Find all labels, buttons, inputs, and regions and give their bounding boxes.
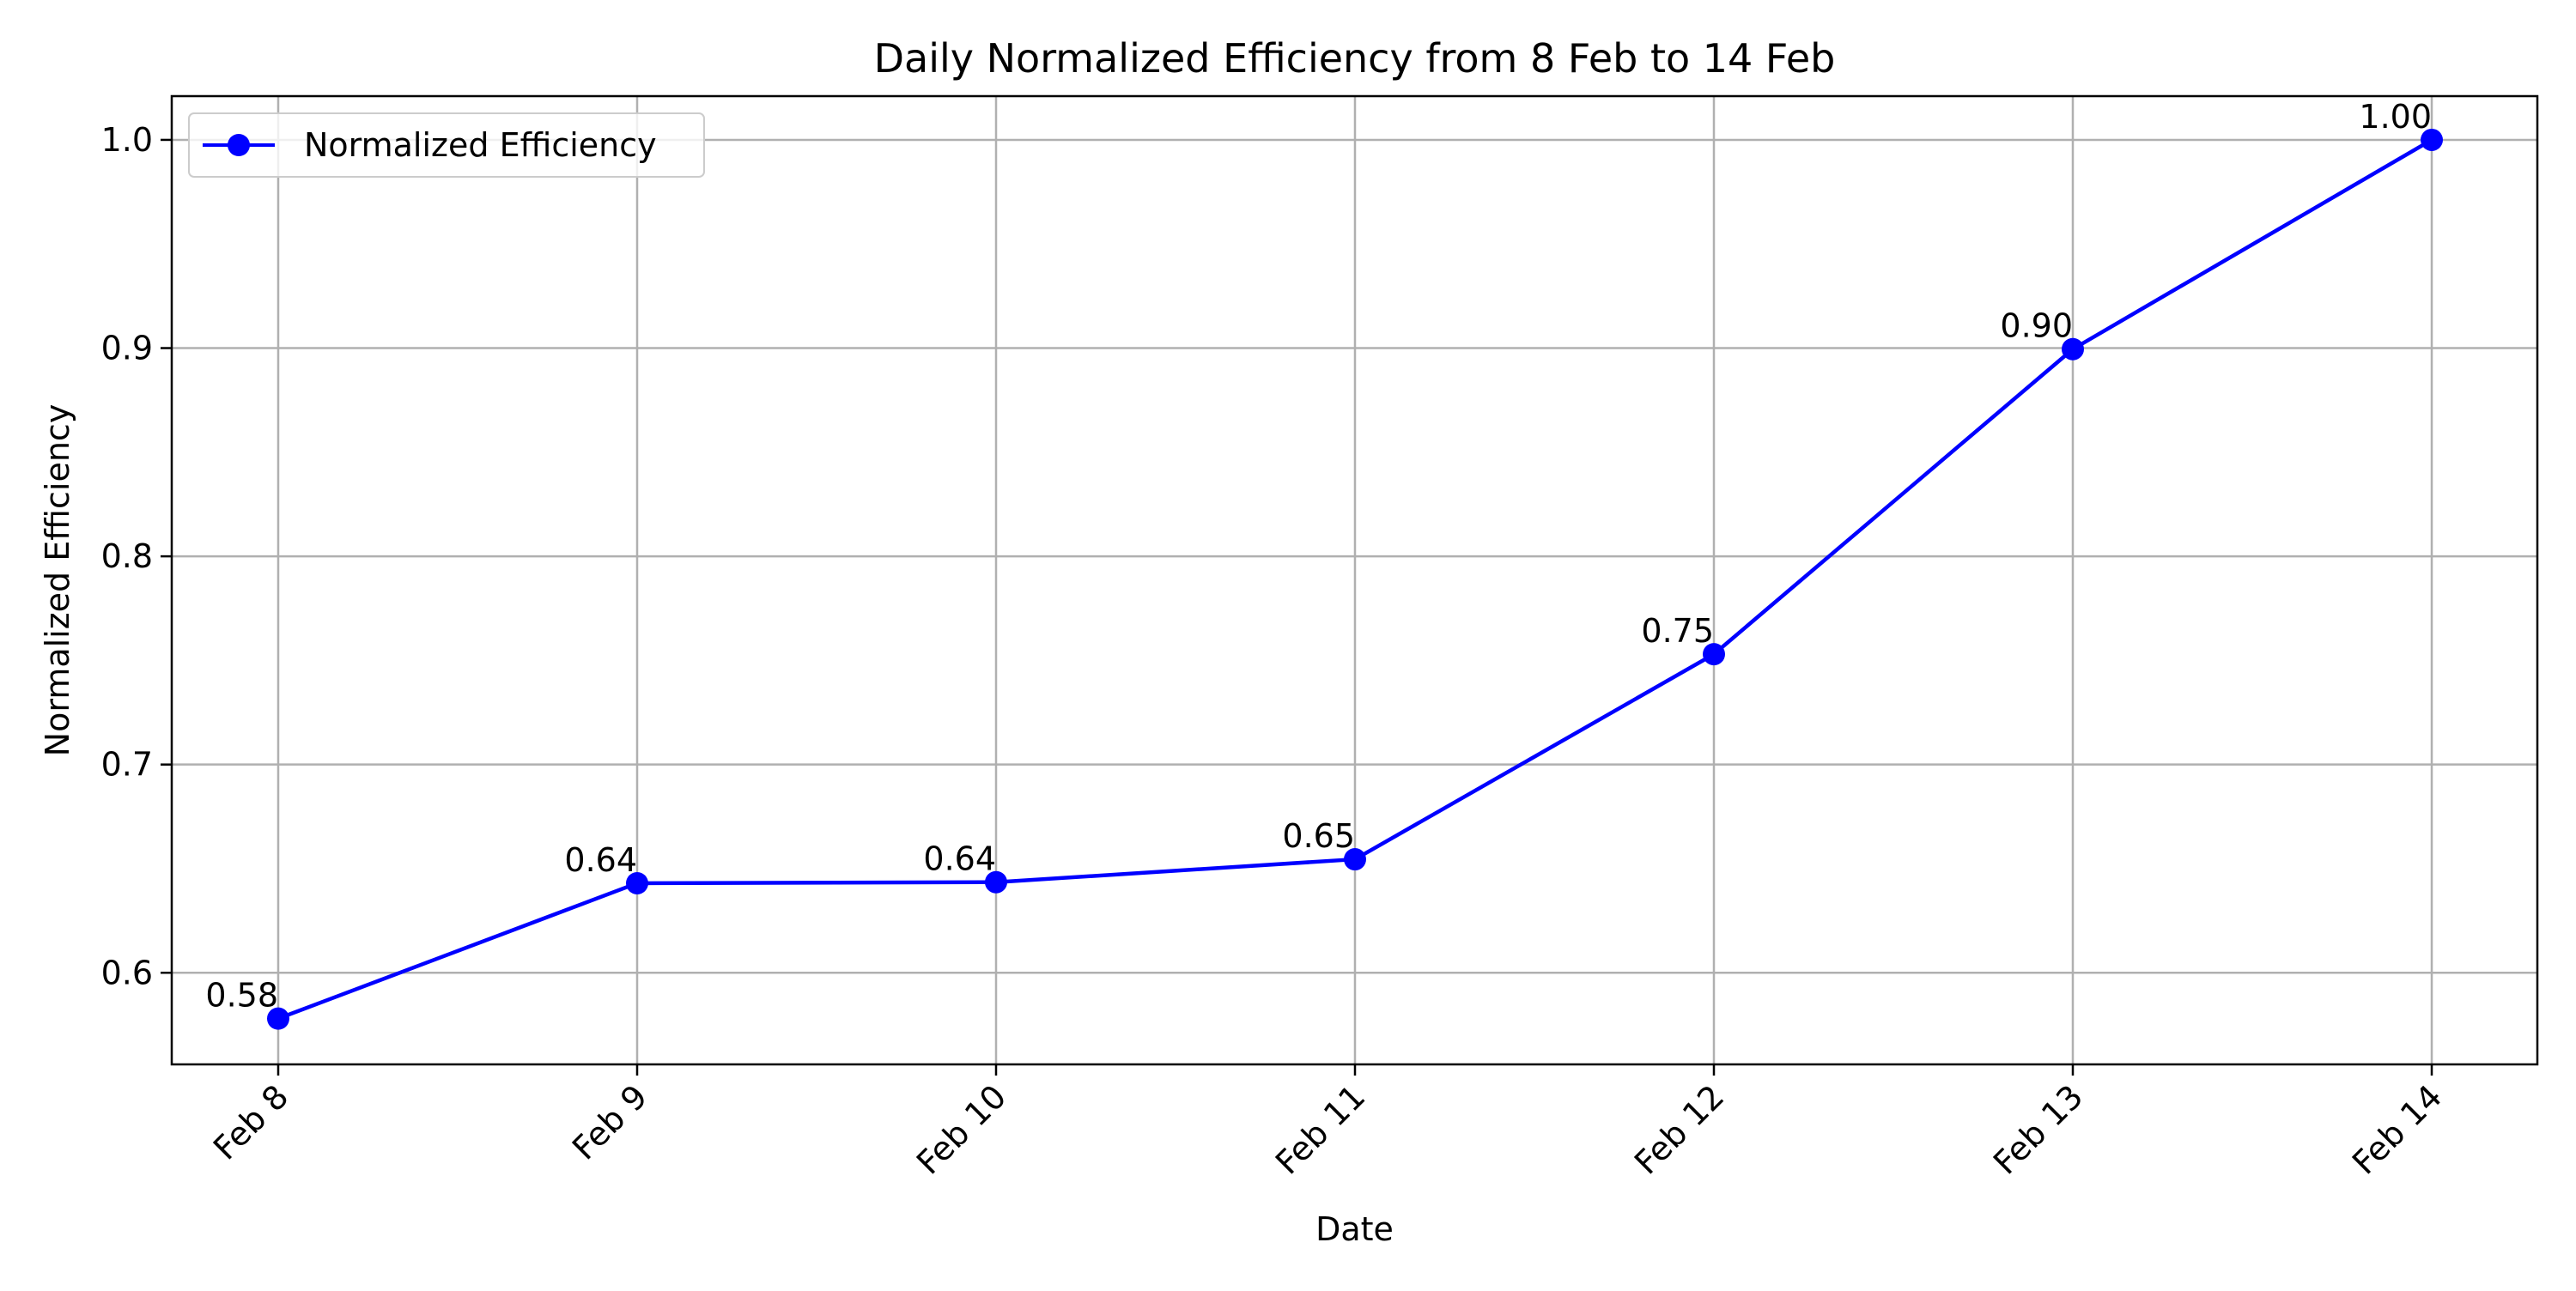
data-label: 0.90	[2000, 307, 2073, 345]
legend-box	[188, 112, 705, 178]
data-label: 0.75	[1641, 612, 1714, 650]
data-point	[626, 871, 648, 894]
data-label: 0.64	[564, 841, 637, 879]
data-label: 1.00	[2359, 98, 2432, 136]
x-axis-title: Date	[1315, 1210, 1394, 1248]
data-point	[1344, 848, 1366, 871]
data-point	[2421, 128, 2443, 151]
data-point	[267, 1007, 289, 1030]
data-point	[1703, 643, 1725, 666]
y-tick-label: 0.7	[101, 746, 153, 784]
series-layer	[267, 128, 2443, 1030]
y-axis: 0.6 0.7 0.8 0.9 1.0	[101, 121, 172, 991]
legend-label: Normalized Efficiency	[304, 126, 657, 164]
y-tick-label: 0.8	[101, 537, 153, 575]
data-point	[2062, 337, 2084, 361]
data-labels: 0.58 0.64 0.64 0.65 0.75 0.90 1.00	[205, 98, 2432, 1015]
data-label: 0.58	[205, 977, 278, 1015]
data-label: 0.65	[1282, 817, 1355, 855]
legend: Normalized Efficiency	[188, 112, 705, 178]
chart-title: Daily Normalized Efficiency from 8 Feb t…	[874, 35, 1836, 82]
data-label: 0.64	[923, 840, 996, 878]
y-axis-title: Normalized Efficiency	[39, 404, 76, 757]
y-tick-label: 1.0	[101, 121, 153, 159]
legend-marker	[228, 134, 250, 156]
data-point	[985, 870, 1007, 894]
y-tick-label: 0.9	[101, 330, 153, 367]
y-tick-label: 0.6	[101, 954, 153, 991]
